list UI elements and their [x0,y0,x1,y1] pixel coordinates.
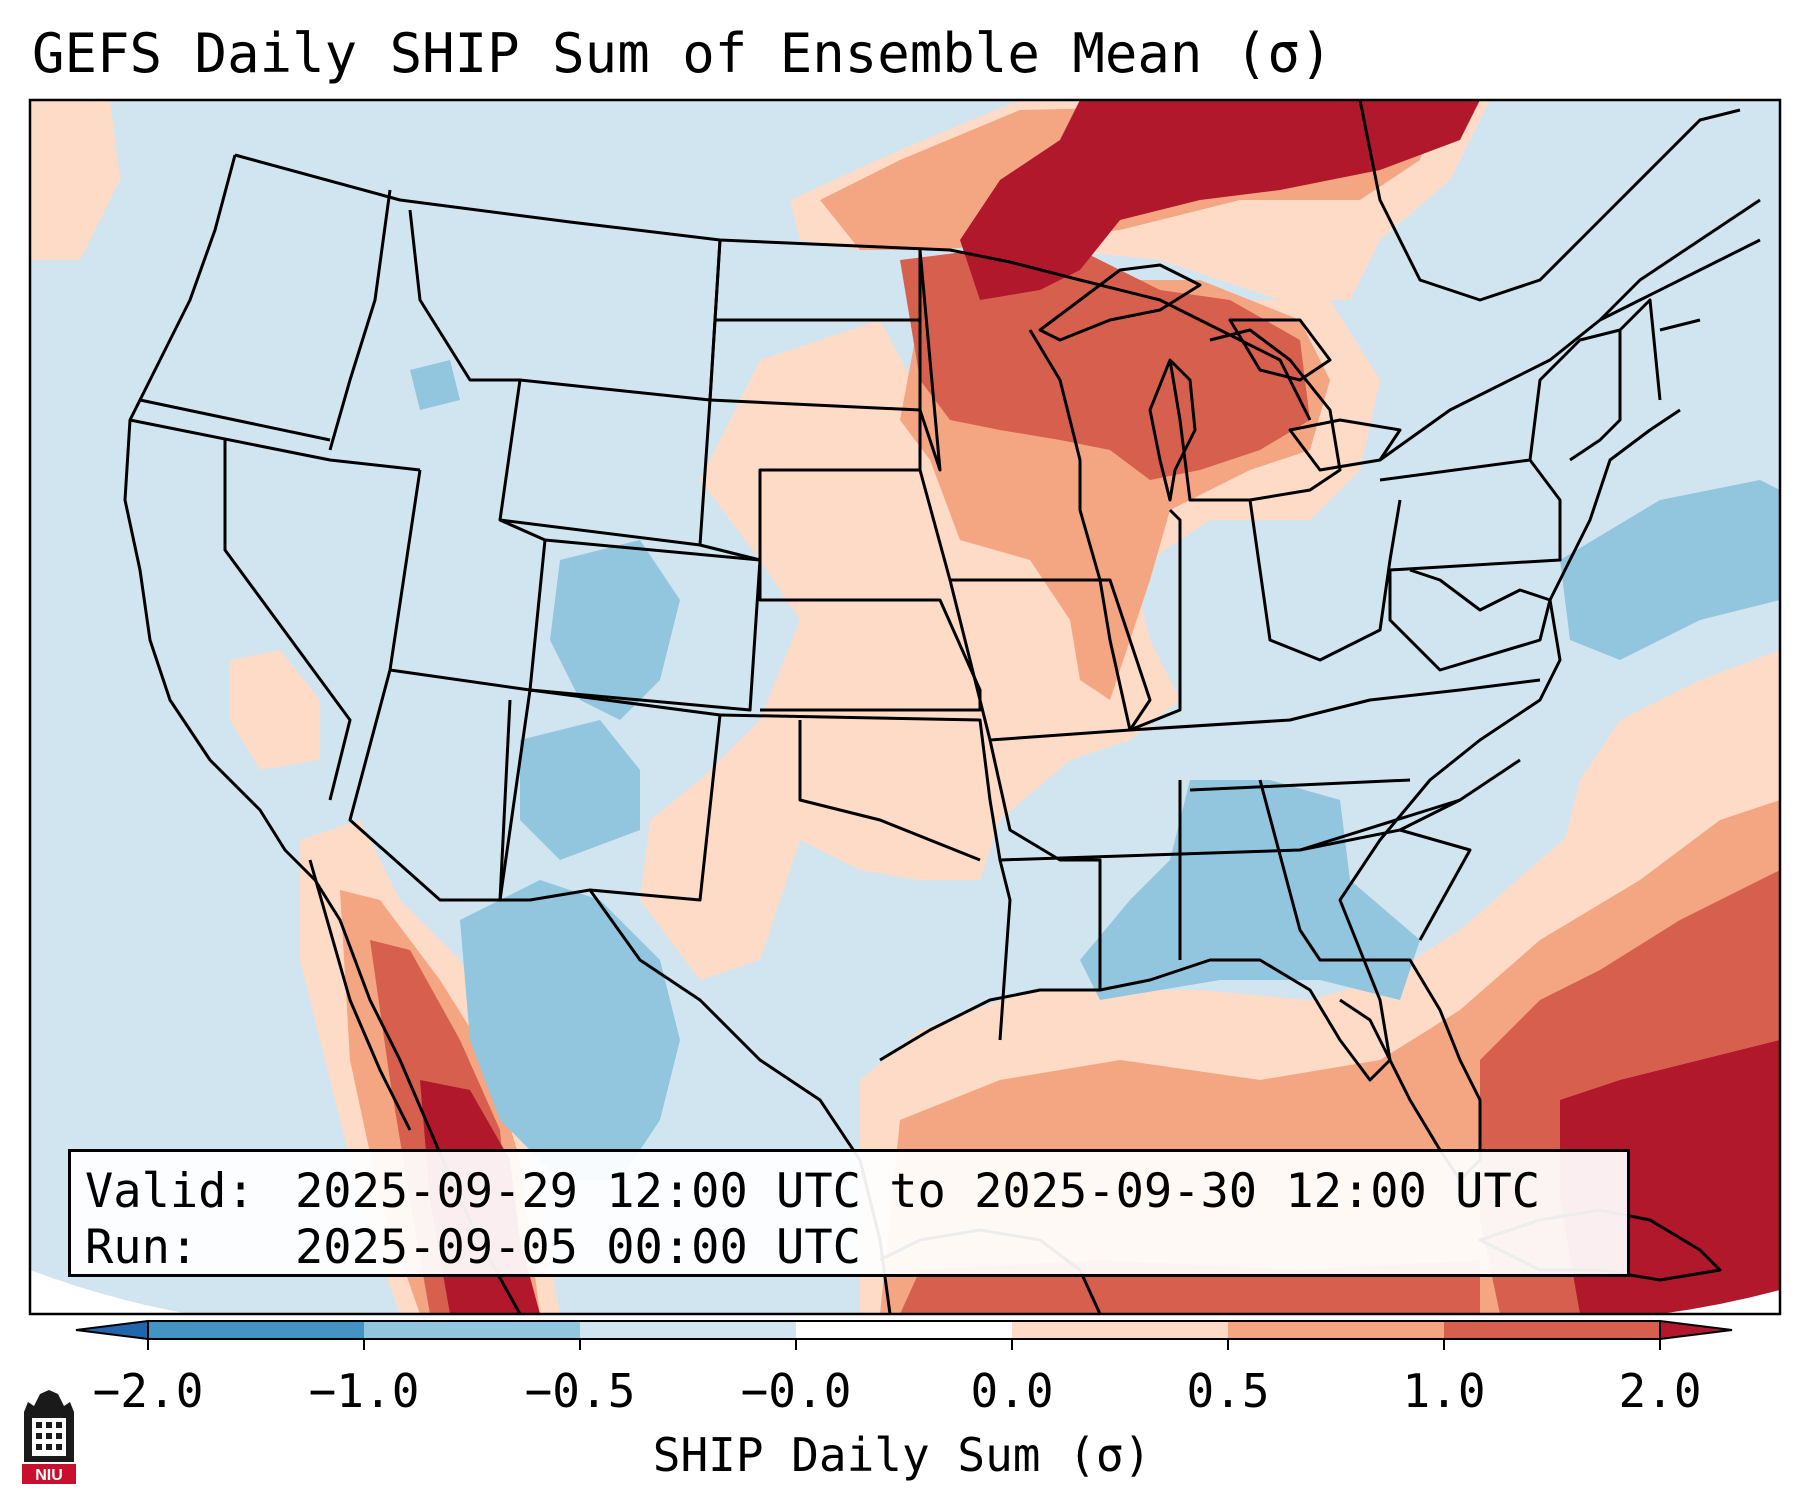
colorbar-tick-label: 0.0 [970,1364,1054,1418]
colorbar-bin-5 [1012,1321,1228,1339]
colorbar-tick-label: −0.5 [524,1364,636,1418]
niu-logo: NIU [22,1390,76,1484]
canada-extreme-zone [960,100,1480,300]
projection-edge-left [30,1270,190,1314]
oh-ky-tn [999,499,1541,862]
southeast-negative-zone [1080,780,1420,1000]
atlantic-positive-zone [1560,650,1780,860]
carolinas [1299,758,1521,941]
run-line: Run: 2025-09-05 00:00 UTC [85,1220,1613,1276]
pa-ny-ne [1379,298,1701,572]
canada-coast [1358,100,1761,322]
southwest-negative-zone [460,880,680,1180]
ca-nv-border [223,440,352,801]
colorbar-ticks [147,1339,1661,1350]
texas-coast [879,408,1681,1082]
colorbar-bin-7 [1444,1321,1660,1339]
idaho-negative-zone [410,360,460,410]
projection-edge-right [1660,1290,1780,1314]
valid-value: 2025-09-29 12:00 UTC to 2025-09-30 12:00… [295,1164,1541,1219]
colorbar-over-arrow [1659,1319,1733,1341]
colorbar-tick-label: −1.0 [308,1364,420,1418]
figure-title: GEFS Daily SHIP Sum of Ensemble Mean (σ) [32,22,1333,85]
upper-midwest-strong-zone [900,250,1310,480]
svg-text:NIU: NIU [35,1467,63,1484]
colorbar-tick-label: 1.0 [1402,1364,1486,1418]
california-positive-zone [230,650,320,770]
colorbar-tick-label: 2.0 [1618,1364,1702,1418]
colorbar-bin-4 [796,1321,1012,1339]
data-field [30,100,1780,1314]
wi-il-in [1028,329,1182,732]
validity-box: Valid: 2025-09-29 12:00 UTC to 2025-09-30… [68,1149,1630,1277]
colorbar-tick-label: −2.0 [92,1364,204,1418]
mn-ia-mo-ar [918,250,1152,990]
colorbar-bin-1 [148,1321,364,1339]
colorbar-bin-2 [364,1321,580,1339]
az-nm-border [348,669,512,902]
pacific-coast [123,154,522,1314]
va-wv [1388,568,1552,672]
atlantic-negative-zone [1560,480,1780,660]
id-west-border [328,189,392,451]
colorado-negative-zone [550,540,680,720]
wy-box [498,379,712,547]
colorbar-tick-label: 0.5 [1186,1364,1270,1418]
pacific-positive-zone [30,100,120,260]
colorbar-frame [147,1320,1661,1340]
ne-ks [699,468,982,712]
run-value: 2025-09-05 00:00 UTC [295,1220,861,1275]
ok-tx [719,713,1012,1041]
mi [1168,328,1342,502]
run-label: Run: [85,1220,199,1275]
co-box [529,538,762,712]
great-lakes-shores [1038,263,1402,502]
colorbar-bin-6 [1228,1321,1444,1339]
canada-us-border [234,153,1312,421]
plains-positive-zone [640,320,1180,980]
colorbar-label: SHIP Daily Sum (σ) [652,1428,1152,1482]
baja-coast [308,859,412,1131]
or-ca-nv-border [129,418,421,472]
colorbar-bin-3 [580,1321,796,1339]
ms-al-ga [1098,778,1411,990]
boundaries [123,100,1761,1314]
colorbar [75,1319,1733,1350]
new-mexico-negative-zone [520,720,640,860]
map-frame [28,98,1782,1316]
valid-label: Valid: [85,1164,255,1219]
colorbar-under-arrow [75,1319,149,1341]
valid-line: Valid: 2025-09-29 12:00 UTC to 2025-09-30… [85,1164,1613,1220]
wa-or-border [139,398,331,442]
colorbar-tick-label: −0.0 [740,1364,852,1418]
